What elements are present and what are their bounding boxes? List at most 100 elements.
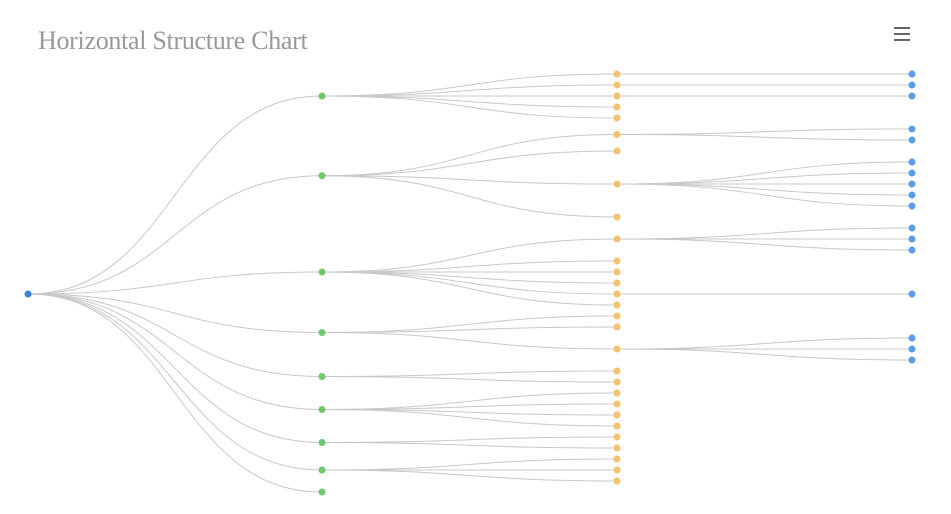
tree-node-level3[interactable] xyxy=(908,158,916,166)
tree-node-level2[interactable] xyxy=(613,103,621,111)
tree-node-level3[interactable] xyxy=(908,191,916,199)
tree-node-level2[interactable] xyxy=(613,400,621,408)
tree-link xyxy=(616,348,913,361)
tree-node-level2[interactable] xyxy=(613,312,621,320)
tree-node-level0[interactable] xyxy=(24,290,32,298)
tree-link xyxy=(321,409,618,416)
tree-node-level2[interactable] xyxy=(613,180,621,188)
tree-node-level1[interactable] xyxy=(318,439,326,446)
tree-node-level2[interactable] xyxy=(613,147,621,155)
tree-link xyxy=(321,150,618,177)
tree-link xyxy=(27,293,323,471)
tree-link xyxy=(321,370,618,377)
tree-node-level3[interactable] xyxy=(908,81,916,89)
tree-link xyxy=(321,409,618,427)
tree-node-level2[interactable] xyxy=(613,235,621,243)
tree-node-level3[interactable] xyxy=(908,136,916,144)
tree-link xyxy=(616,161,913,185)
tree-node-level3[interactable] xyxy=(908,290,916,298)
tree-node-level1[interactable] xyxy=(318,268,326,276)
tree-link xyxy=(321,332,618,350)
tree-node-level1[interactable] xyxy=(318,92,326,100)
tree-link xyxy=(27,293,323,493)
tree-link xyxy=(27,271,323,295)
tree-node-level2[interactable] xyxy=(613,411,621,419)
tree-links xyxy=(27,73,913,493)
tree-node-level3[interactable] xyxy=(908,70,916,78)
tree-node-level2[interactable] xyxy=(613,323,621,331)
tree-link xyxy=(27,95,323,295)
tree-node-level3[interactable] xyxy=(908,202,916,210)
tree-nodes xyxy=(24,70,916,496)
tree-link xyxy=(321,260,618,273)
tree-link xyxy=(321,134,618,177)
tree-link xyxy=(321,458,618,471)
tree-node-level1[interactable] xyxy=(318,488,326,496)
tree-link xyxy=(616,183,913,196)
tree-link xyxy=(321,376,618,383)
tree-node-level2[interactable] xyxy=(613,92,621,100)
tree-link xyxy=(27,293,323,410)
tree-node-level2[interactable] xyxy=(613,345,621,353)
tree-link xyxy=(27,293,323,443)
tree-node-level2[interactable] xyxy=(613,131,621,138)
tree-link xyxy=(321,95,618,108)
tree-link xyxy=(321,175,618,185)
tree-link xyxy=(321,403,618,410)
tree-node-level2[interactable] xyxy=(613,301,621,309)
tree-node-level3[interactable] xyxy=(908,334,916,342)
chart-title: Horizontal Structure Chart xyxy=(38,26,308,55)
tree-node-level2[interactable] xyxy=(613,279,621,287)
tree-link xyxy=(616,337,913,350)
tree-node-level3[interactable] xyxy=(908,125,916,133)
tree-node-level2[interactable] xyxy=(613,213,621,221)
tree-link xyxy=(27,175,323,295)
tree-link xyxy=(321,442,618,449)
tree-node-level2[interactable] xyxy=(613,268,621,276)
tree-link xyxy=(616,134,913,141)
tree-node-level3[interactable] xyxy=(908,356,916,364)
tree-node-level2[interactable] xyxy=(613,466,621,474)
tree-node-level2[interactable] xyxy=(613,290,621,298)
tree-node-level3[interactable] xyxy=(908,224,916,232)
tree-link xyxy=(321,95,618,119)
tree-link xyxy=(27,293,323,377)
tree-link xyxy=(616,183,913,207)
tree-node-level3[interactable] xyxy=(908,92,916,100)
tree-link xyxy=(321,73,618,97)
tree-node-level3[interactable] xyxy=(908,345,916,353)
tree-node-level2[interactable] xyxy=(613,422,621,430)
tree-node-level2[interactable] xyxy=(613,114,621,122)
tree-link xyxy=(616,128,913,135)
hamburger-menu-icon[interactable] xyxy=(890,24,914,44)
tree-node-level2[interactable] xyxy=(613,433,621,441)
tree-link xyxy=(321,175,618,218)
tree-node-level2[interactable] xyxy=(613,70,621,78)
tree-node-level3[interactable] xyxy=(908,246,916,254)
tree-node-level1[interactable] xyxy=(318,466,326,474)
tree-node-level2[interactable] xyxy=(613,378,621,386)
tree-node-level2[interactable] xyxy=(613,81,621,89)
tree-node-level1[interactable] xyxy=(318,172,326,180)
tree-link xyxy=(321,436,618,443)
tree-link xyxy=(321,271,618,306)
tree-node-level2[interactable] xyxy=(613,389,621,397)
tree-node-level1[interactable] xyxy=(318,329,326,336)
tree-link xyxy=(616,172,913,185)
tree-node-level2[interactable] xyxy=(613,257,621,265)
tree-node-level3[interactable] xyxy=(908,180,916,188)
tree-node-level2[interactable] xyxy=(613,367,621,375)
tree-node-level1[interactable] xyxy=(318,373,326,380)
tree-node-level3[interactable] xyxy=(908,169,916,177)
tree-node-level2[interactable] xyxy=(613,455,621,463)
tree-link xyxy=(321,238,618,273)
tree-link xyxy=(321,326,618,333)
tree-link xyxy=(321,84,618,97)
tree-link xyxy=(616,227,913,240)
tree-node-level3[interactable] xyxy=(908,235,916,243)
tree-node-level2[interactable] xyxy=(613,444,621,452)
tree-node-level1[interactable] xyxy=(318,406,326,413)
tree-link xyxy=(27,293,323,333)
tree-link xyxy=(616,238,913,251)
tree-node-level2[interactable] xyxy=(613,477,621,485)
